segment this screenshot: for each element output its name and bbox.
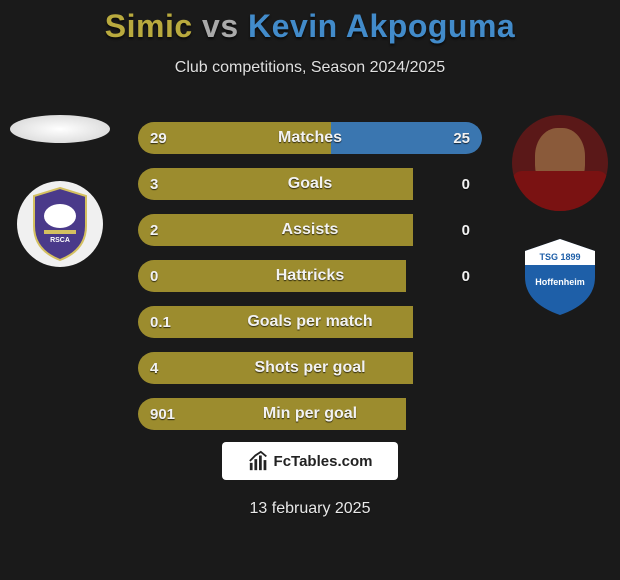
left-player-column: RSCA	[10, 115, 110, 267]
club-badge-hoffenheim: TSG 1899 Hoffenheim	[517, 233, 603, 319]
svg-text:RSCA: RSCA	[50, 237, 70, 244]
right-player-column: TSG 1899 Hoffenheim	[510, 115, 610, 319]
chart-icon	[248, 450, 270, 472]
stat-label: Assists	[138, 221, 482, 239]
stat-row-goals-per-match: 0.1Goals per match	[138, 306, 482, 338]
stat-row-assists: 20Assists	[138, 214, 482, 246]
svg-text:TSG 1899: TSG 1899	[539, 252, 580, 262]
stat-label: Goals per match	[138, 313, 482, 331]
date-text: 13 february 2025	[0, 500, 620, 518]
player1-avatar-placeholder	[10, 115, 110, 143]
stat-row-hattricks: 00Hattricks	[138, 260, 482, 292]
player2-name: Kevin Akpoguma	[248, 8, 515, 44]
stat-label: Hattricks	[138, 267, 482, 285]
stat-row-min-per-goal: 901Min per goal	[138, 398, 482, 430]
stat-row-goals: 30Goals	[138, 168, 482, 200]
club-badge-anderlecht: RSCA	[17, 181, 103, 267]
stat-label: Min per goal	[138, 405, 482, 423]
stat-label: Matches	[138, 129, 482, 147]
player1-name: Simic	[105, 8, 193, 44]
subtitle: Club competitions, Season 2024/2025	[0, 59, 620, 77]
brand-logo: FcTables.com	[222, 442, 398, 480]
stat-label: Goals	[138, 175, 482, 193]
stats-bars: 2925Matches 30Goals 20Assists 00Hattricks 0.…	[138, 122, 482, 444]
brand-text: FcTables.com	[274, 453, 373, 470]
stat-label: Shots per goal	[138, 359, 482, 377]
stat-row-matches: 2925Matches	[138, 122, 482, 154]
stat-row-shots-per-goal: 4Shots per goal	[138, 352, 482, 384]
player2-avatar	[512, 115, 608, 211]
svg-text:Hoffenheim: Hoffenheim	[535, 277, 585, 287]
comparison-title: Simic vs Kevin Akpoguma	[0, 0, 620, 45]
vs-text: vs	[202, 8, 239, 44]
